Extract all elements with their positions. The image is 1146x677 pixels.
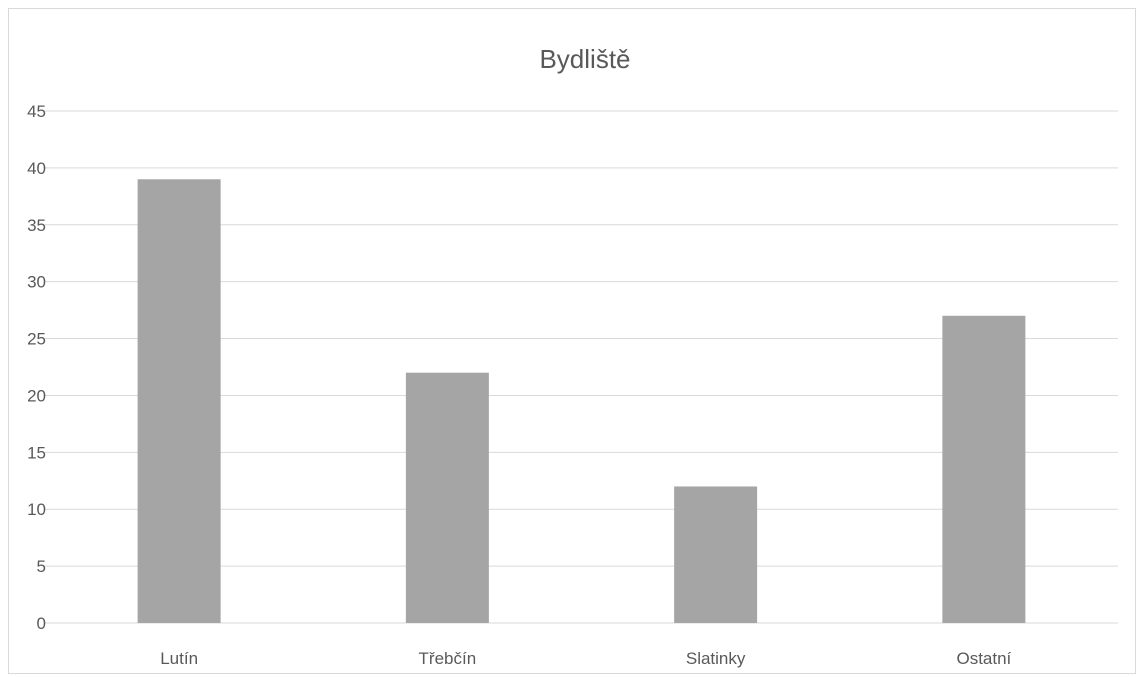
- x-axis-labels: Lutín Třebčín Slatinky Ostatní: [160, 649, 1011, 668]
- bars: [137, 179, 1026, 623]
- bar-1: [405, 372, 489, 623]
- y-tick-label: 40: [27, 159, 46, 178]
- bar-2: [674, 486, 758, 623]
- y-axis-ticks: 0 5 10 15 20 25 30 35 40 45: [27, 102, 46, 633]
- y-tick-label: 5: [37, 557, 46, 576]
- x-tick-label: Třebčín: [419, 649, 477, 668]
- x-tick-label: Slatinky: [686, 649, 746, 668]
- y-tick-label: 10: [27, 500, 46, 519]
- x-tick-label: Lutín: [160, 649, 198, 668]
- gridlines: [45, 110, 1118, 624]
- y-tick-label: 15: [27, 443, 46, 462]
- x-tick-label: Ostatní: [956, 649, 1011, 668]
- y-tick-label: 30: [27, 273, 46, 292]
- y-tick-label: 35: [27, 216, 46, 235]
- y-tick-label: 0: [37, 614, 46, 633]
- y-tick-label: 20: [27, 386, 46, 405]
- chart-title: Bydliště: [539, 44, 630, 74]
- bar-3: [942, 315, 1026, 623]
- y-tick-label: 45: [27, 102, 46, 121]
- y-tick-label: 25: [27, 330, 46, 349]
- bar-0: [137, 179, 221, 623]
